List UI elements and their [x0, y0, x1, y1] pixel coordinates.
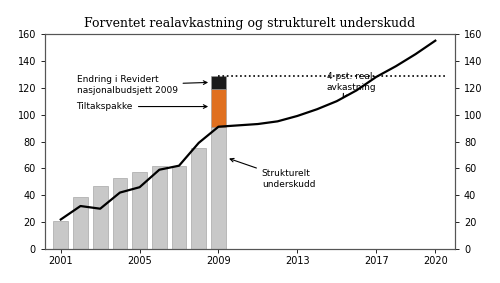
Text: Strukturelt
underskudd: Strukturelt underskudd: [230, 158, 316, 189]
Text: 4 pst. real-
avkastning: 4 pst. real- avkastning: [327, 72, 376, 98]
Bar: [132, 172, 147, 249]
Bar: [211, 76, 226, 89]
Bar: [112, 178, 128, 249]
Text: Endring i Revidert
nasjonalbudsjett 2009: Endring i Revidert nasjonalbudsjett 2009: [76, 75, 207, 95]
Bar: [192, 148, 206, 249]
Bar: [54, 221, 68, 249]
Title: Forventet realavkastning og strukturelt underskudd: Forventet realavkastning og strukturelt …: [84, 17, 415, 30]
Bar: [152, 166, 166, 249]
Bar: [211, 127, 226, 249]
Text: Tiltakspakke: Tiltakspakke: [76, 102, 207, 111]
Bar: [211, 89, 226, 127]
Bar: [93, 186, 108, 249]
Bar: [73, 197, 88, 249]
Bar: [172, 166, 186, 249]
